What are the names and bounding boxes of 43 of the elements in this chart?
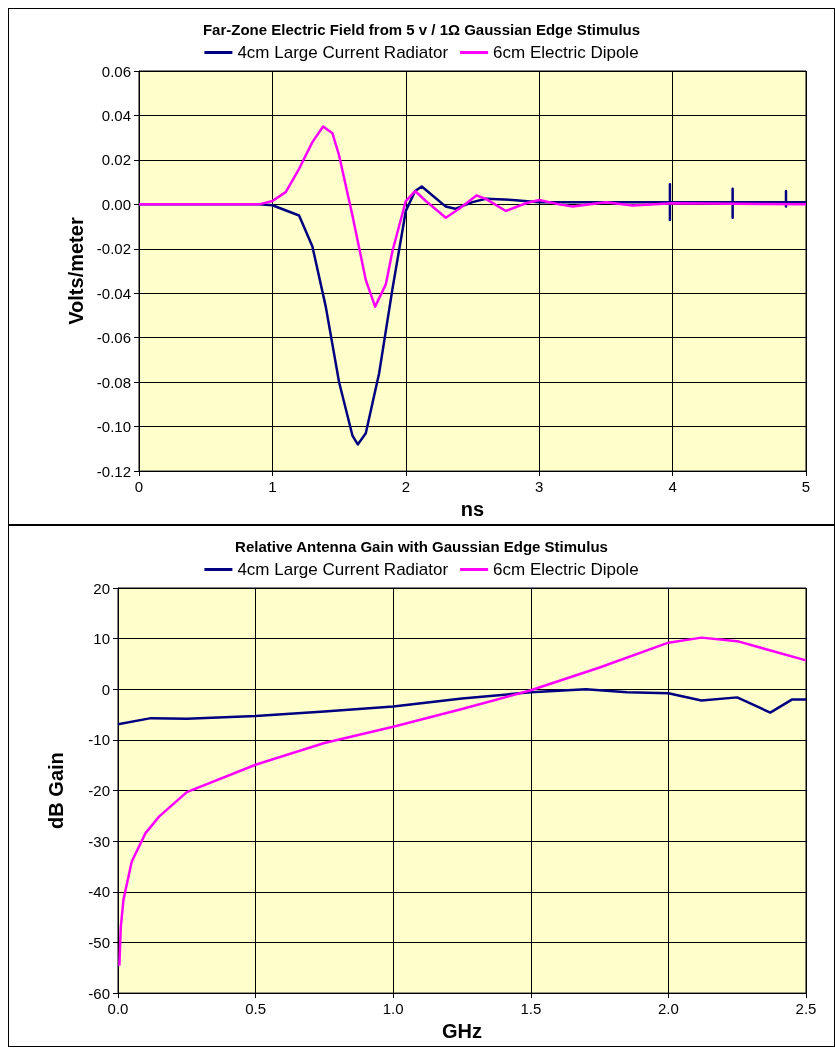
legend-label: 4cm Large Current Radiator (237, 43, 449, 62)
x-tick-label: 0.5 (245, 1000, 267, 1018)
y-tick-label: -0.08 (96, 373, 131, 391)
y-axis-title: Volts/meter (64, 217, 87, 325)
x-tick-label: 0 (134, 478, 144, 496)
x-tick-label: 3 (535, 478, 544, 496)
legend-label: 4cm Large Current Radiator (237, 560, 449, 579)
y-tick-label: -60 (88, 984, 110, 1002)
x-axis-title: GHz (442, 1020, 482, 1042)
y-tick-label: 0.02 (101, 151, 131, 169)
y-axis-title: dB Gain (45, 752, 67, 829)
legend-label: 6cm Electric Dipole (493, 560, 639, 579)
x-tick-label: 1.5 (520, 1000, 542, 1018)
x-tick-label: 1.0 (382, 1000, 404, 1018)
x-tick-label: 2 (401, 478, 410, 496)
chart-title: Far-Zone Electric Field from 5 v / 1Ω Gaussian Edge Stimulus (202, 21, 641, 38)
line-series (137, 125, 808, 308)
y-tick-label: 10 (93, 630, 110, 648)
y-tick-label: 20 (93, 579, 110, 597)
x-tick-label: 2.0 (657, 1000, 679, 1018)
y-tick-label: 0 (101, 680, 110, 698)
x-axis-title: ns (460, 498, 485, 520)
y-tick-label: 0.04 (101, 106, 131, 124)
y-tick-label: 0.00 (101, 195, 131, 213)
y-tick-label: -20 (88, 782, 110, 800)
y-tick-label: -0.04 (96, 284, 131, 302)
x-tick-label: 1 (268, 478, 277, 496)
legend-label: 6cm Electric Dipole (493, 43, 639, 62)
y-tick-label: -0.02 (96, 240, 131, 258)
y-tick-label: -0.12 (96, 462, 131, 480)
y-tick-label: -40 (88, 883, 110, 901)
y-tick-label: -30 (88, 832, 110, 850)
y-tick-label: -0.06 (96, 329, 131, 347)
y-tick-label: 0.06 (101, 62, 131, 80)
x-tick-label: 5 (801, 478, 811, 496)
line-series (116, 688, 808, 726)
x-tick-label: 4 (668, 478, 677, 496)
x-tick-label: 0.0 (107, 1000, 129, 1018)
y-tick-label: -10 (88, 731, 110, 749)
chart-title: Relative Antenna Gain with Gaussian Edge Stimulus (235, 538, 608, 555)
x-tick-label: 2.5 (795, 1000, 817, 1018)
y-tick-label: -50 (88, 933, 110, 951)
y-tick-label: -0.10 (96, 418, 131, 436)
